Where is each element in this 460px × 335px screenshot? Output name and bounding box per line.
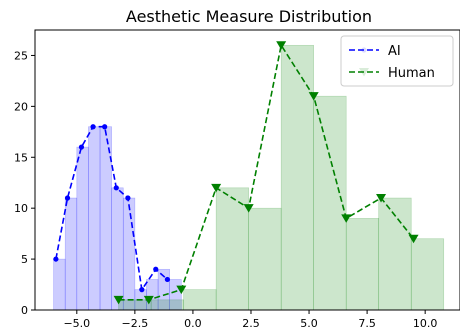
series-line-ai xyxy=(55,125,168,292)
hist-bar-ai-1 xyxy=(64,197,78,311)
histograms xyxy=(53,44,445,311)
y-tick-label-3: 15 xyxy=(14,151,28,164)
point-human-0 xyxy=(113,295,124,305)
hist-bar-ai-2 xyxy=(76,146,89,311)
hist-bar-human-4 xyxy=(248,207,282,311)
hist-bar-human-7 xyxy=(345,218,380,311)
legend-label-ai: AI xyxy=(388,44,401,59)
point-human-5 xyxy=(276,41,287,50)
hist-bar-human-0 xyxy=(118,299,152,311)
legend: AI Human xyxy=(340,35,454,87)
point-ai-6 xyxy=(125,195,131,201)
point-ai-8 xyxy=(153,266,159,272)
point-ai-5 xyxy=(113,185,119,191)
hist-bar-human-6 xyxy=(313,95,347,311)
point-ai-4 xyxy=(102,124,108,130)
point-human-1 xyxy=(143,295,154,305)
hist-bar-ai-0 xyxy=(53,258,66,311)
x-tick-label-1: −2.5 xyxy=(122,317,149,330)
y-tick-label-5: 25 xyxy=(14,49,28,62)
x-axis: −5.0 −2.5 0.0 2.5 5.0 7.5 10.0 xyxy=(63,310,437,330)
point-human-6 xyxy=(308,92,319,101)
hist-bar-ai-4 xyxy=(99,126,112,311)
hist-bar-human-1 xyxy=(150,299,184,311)
x-tick-label-3: 2.5 xyxy=(242,317,260,330)
chart-title: Aesthetic Measure Distribution xyxy=(126,7,372,26)
legend-box xyxy=(340,35,454,87)
x-tick-label-4: 5.0 xyxy=(300,317,318,330)
y-tick-label-2: 10 xyxy=(14,202,28,215)
hist-bar-ai-3 xyxy=(88,126,101,311)
point-human-3 xyxy=(211,183,222,193)
hist-bar-ai-6 xyxy=(122,197,136,311)
point-human-7 xyxy=(341,214,352,223)
point-ai-2 xyxy=(78,144,85,150)
plot-frame xyxy=(34,29,460,311)
y-tick-label-4: 20 xyxy=(14,100,28,113)
point-human-2 xyxy=(176,285,187,295)
series-lines xyxy=(55,43,415,301)
legend-label-human: Human xyxy=(388,66,435,81)
point-ai-0 xyxy=(53,256,59,262)
hist-bar-human-9 xyxy=(410,238,445,311)
y-axis: 0 5 10 15 20 25 xyxy=(14,49,35,317)
point-human-8 xyxy=(376,194,387,203)
hist-bar-ai-5 xyxy=(111,187,124,311)
point-ai-1 xyxy=(64,195,71,201)
y-tick-label-1: 5 xyxy=(21,253,28,266)
hist-bar-human-2 xyxy=(183,289,217,311)
x-tick-label-5: 7.5 xyxy=(358,317,376,330)
point-ai-9 xyxy=(164,276,170,283)
x-tick-label-6: 10.0 xyxy=(413,317,438,330)
hist-bar-human-3 xyxy=(215,187,249,311)
point-ai-7 xyxy=(139,287,145,293)
series-line-human xyxy=(118,43,415,301)
hist-bar-human-5 xyxy=(280,44,314,311)
point-ai-3 xyxy=(90,124,96,130)
point-human-4 xyxy=(243,204,254,213)
point-human-9 xyxy=(408,234,419,244)
x-tick-label-0: −5.0 xyxy=(63,317,90,330)
x-tick-label-2: 0.0 xyxy=(184,317,202,330)
y-tick-label-0: 0 xyxy=(21,304,28,317)
